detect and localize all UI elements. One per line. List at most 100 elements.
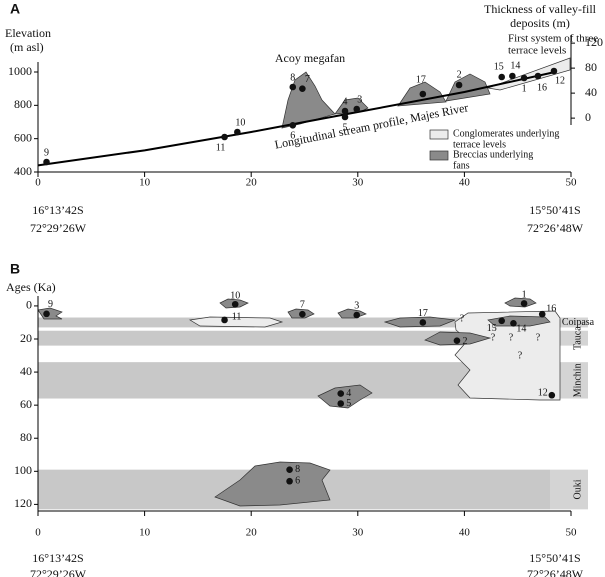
y-tick-label: 800 [14, 97, 32, 111]
question-mark: ? [518, 350, 523, 361]
y-label: Ages (Ka) [6, 280, 56, 294]
sample-point [455, 81, 463, 89]
sample-label: 17 [418, 308, 428, 319]
sample-label: 14 [510, 60, 520, 71]
stream-profile [37, 71, 556, 167]
period-label: Minchin [572, 363, 583, 397]
y2-tick-label: 80 [585, 60, 597, 74]
sample-point [299, 310, 306, 318]
sample-point [550, 67, 558, 75]
sample-point [538, 310, 546, 318]
y2-tick-label: 40 [585, 85, 597, 99]
panel-b-shapes [37, 297, 561, 507]
panel-label: B [10, 261, 20, 277]
sample-point [341, 113, 349, 121]
annotation: Acoy megafan [275, 51, 345, 65]
sample-label: 9 [44, 147, 49, 158]
sample-label: 1 [522, 290, 527, 301]
sample-point [509, 72, 516, 80]
question-mark: ? [460, 313, 465, 324]
sample-label: 16 [546, 303, 556, 314]
sample-label: 5 [346, 398, 351, 409]
x-end: 72°29’26W [30, 221, 87, 235]
sample-point [353, 311, 361, 319]
sample-point [498, 73, 506, 81]
legend-label: Breccias underlying [453, 149, 533, 160]
y-tick-label: 1000 [8, 64, 32, 78]
sample-label: 5 [343, 122, 348, 133]
sample-point [534, 72, 542, 80]
y-tick-label: 20 [20, 331, 32, 345]
period-label: Ouki [572, 479, 583, 499]
deposit [214, 461, 331, 507]
question-mark: ? [491, 332, 496, 343]
y-tick-label: 100 [14, 463, 32, 477]
period-label: Tauca [572, 326, 583, 350]
period-label: Coipasa [562, 317, 595, 328]
period-label-strip [550, 317, 588, 328]
question-mark: ? [536, 332, 541, 343]
sample-point [337, 400, 345, 407]
sample-label: 16 [537, 82, 547, 93]
sample-point [353, 105, 361, 113]
sample-point [520, 300, 528, 307]
sample-label: 9 [48, 299, 53, 310]
x-tick-label: 0 [35, 527, 41, 539]
y2-label: deposits (m) [510, 16, 570, 30]
y-tick-label: 80 [20, 430, 32, 444]
y-label: Elevation [5, 26, 51, 40]
sample-label: 11 [232, 311, 242, 322]
sample-label: 2 [462, 336, 467, 347]
sample-point [221, 316, 228, 324]
period-label-strip [550, 469, 588, 510]
sample-label: 14 [516, 324, 526, 335]
sample-point [419, 90, 427, 98]
sample-label: 8 [290, 72, 295, 83]
sample-label: 12 [538, 388, 548, 399]
y-tick-label: 40 [20, 364, 32, 378]
legend-label: Conglomerates underlying [453, 128, 559, 139]
sample-point [520, 74, 528, 82]
sample-point [453, 337, 461, 344]
deposit [188, 316, 284, 328]
sample-label: 15 [487, 323, 497, 334]
sample-label: 4 [343, 96, 348, 107]
deposit [317, 384, 373, 409]
x-end: 16°13’42S [32, 203, 83, 217]
y-tick-label: 60 [20, 397, 32, 411]
sample-label: 15 [494, 61, 504, 72]
sample-point [289, 122, 297, 129]
sample-label: 7 [300, 299, 305, 310]
deposit [37, 307, 63, 320]
sample-label: 3 [357, 94, 362, 105]
sample-label: 2 [457, 69, 462, 80]
sample-point [43, 310, 50, 318]
x-tick-label: 50 [566, 177, 578, 189]
x-end: 72°26’48W [527, 567, 584, 577]
y-tick-label: 400 [14, 164, 32, 178]
x-tick-label: 20 [246, 177, 258, 189]
x-end: 15°50’41S [529, 551, 580, 565]
legend-label: fans [453, 160, 470, 171]
annotation: terrace levels [508, 45, 566, 57]
sample-point [337, 390, 345, 397]
x-tick-label: 40 [459, 177, 471, 189]
sample-point [289, 83, 297, 91]
y2-tick-label: 120 [585, 35, 603, 49]
x-end: 72°26’48W [527, 221, 584, 235]
sample-label: 3 [354, 300, 359, 311]
x-tick-label: 10 [139, 177, 151, 189]
x-end: 16°13’42S [32, 551, 83, 565]
sample-point [43, 158, 50, 166]
sample-label: 10 [235, 117, 245, 128]
y-tick-label: 120 [14, 496, 32, 510]
sample-point [234, 128, 241, 136]
deposit [504, 297, 537, 308]
sample-point [419, 319, 427, 326]
x-tick-label: 40 [459, 527, 471, 539]
sample-label: 4 [346, 388, 351, 399]
x-tick-label: 50 [566, 527, 578, 539]
sample-label: 17 [416, 74, 426, 85]
sample-label: 8 [295, 464, 300, 475]
